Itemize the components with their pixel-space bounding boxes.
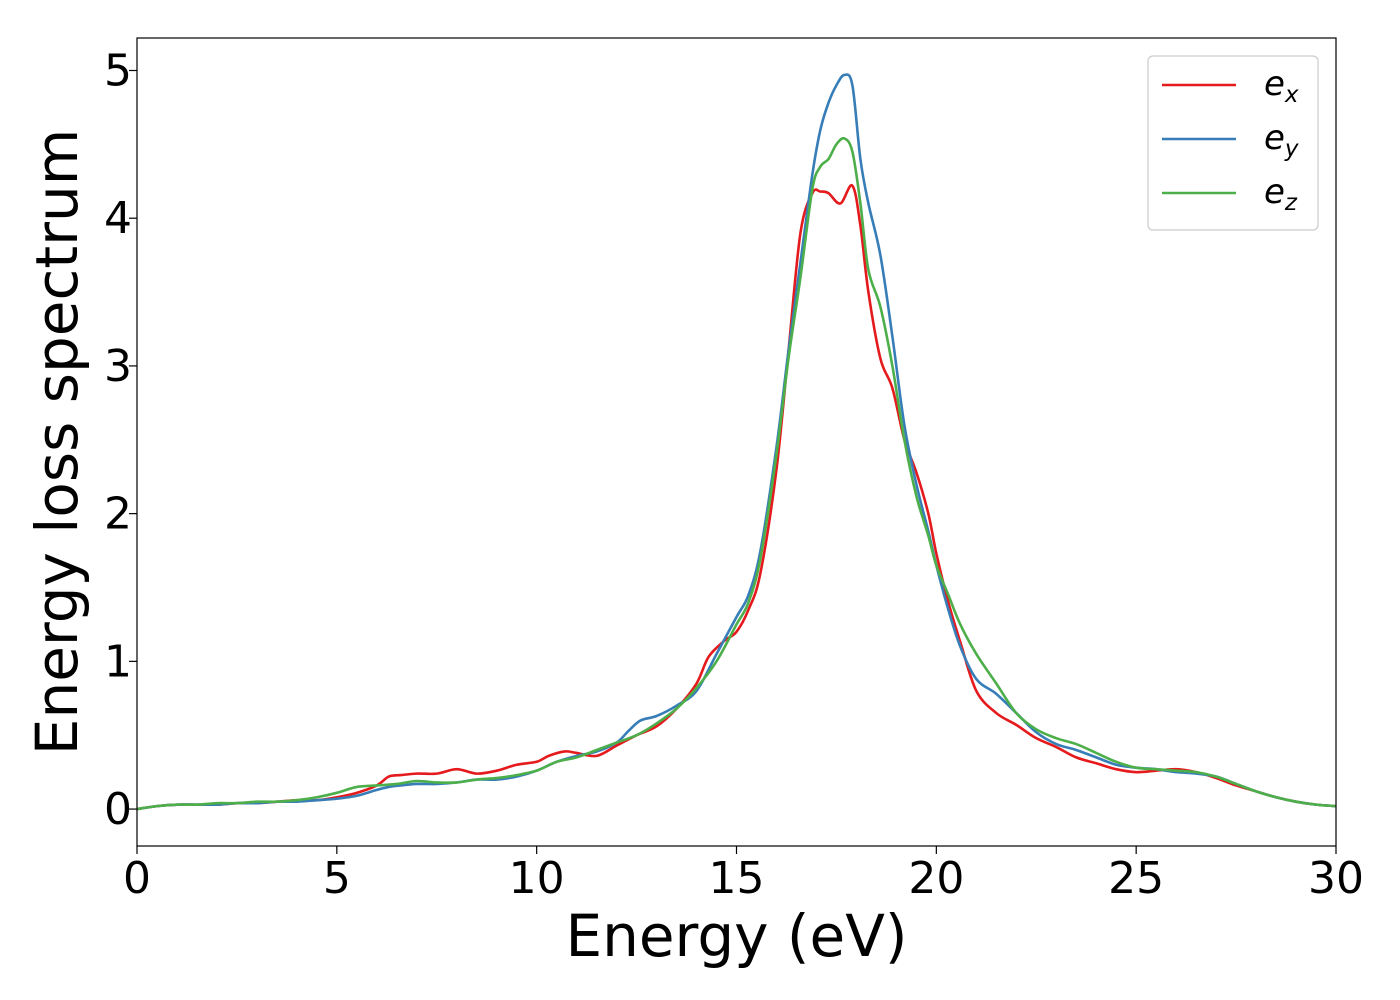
plot-lines — [137, 73, 1336, 811]
legend-label-y: ey — [1264, 118, 1299, 162]
series-line-z — [137, 136, 1336, 811]
legend-label-x: ex — [1264, 64, 1299, 108]
legend: ex ey ez — [1147, 55, 1319, 231]
y-axis-title: Energy loss spectrum — [23, 129, 91, 755]
x-tick-label: 5 — [323, 853, 351, 904]
y-axis-ticks: 0 1 2 3 4 5 — [104, 45, 137, 835]
x-axis-ticks: 0 5 10 15 20 25 30 — [123, 846, 1364, 904]
x-tick-label: 25 — [1108, 853, 1164, 904]
y-tick-label: 4 — [104, 193, 132, 244]
x-tick-label: 15 — [709, 853, 765, 904]
x-tick-label: 0 — [123, 853, 151, 904]
x-tick-label: 30 — [1308, 853, 1364, 904]
x-tick-label: 20 — [908, 853, 964, 904]
x-tick-label: 10 — [509, 853, 565, 904]
y-tick-label: 5 — [104, 45, 132, 96]
y-tick-label: 2 — [104, 489, 132, 540]
legend-box — [1147, 55, 1319, 231]
legend-label-z: ez — [1264, 172, 1298, 216]
y-tick-label: 0 — [104, 784, 132, 835]
y-tick-label: 1 — [104, 636, 132, 687]
y-tick-label: 3 — [104, 341, 132, 392]
x-axis-title: Energy (eV) — [565, 902, 907, 970]
